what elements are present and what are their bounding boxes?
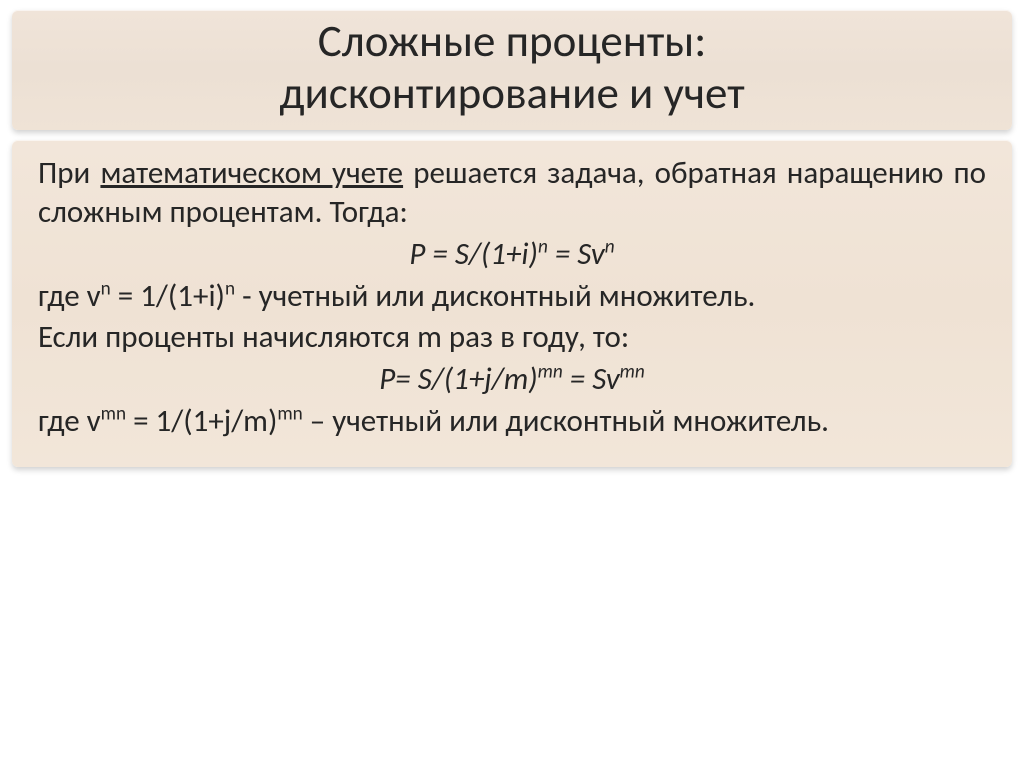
title-line-1: Сложные проценты:: [32, 16, 992, 68]
p4-sup2: mn: [277, 402, 302, 425]
formula-1: P = S/(1+i)n = Svn: [38, 235, 986, 275]
slide: Сложные проценты: дисконтирование и учет…: [0, 0, 1024, 767]
p4-a: где v: [38, 402, 101, 440]
f2-b: = Sv: [563, 360, 620, 398]
f2-a: P= S/(1+j/m): [379, 360, 537, 398]
f2-sup1: mn: [538, 361, 563, 384]
paragraph-4: где vmn = 1/(1+j/m)mn – учетный или диск…: [38, 402, 986, 442]
f2-sup2: mn: [620, 361, 645, 384]
paragraph-intro: При математическом учете решается задача…: [38, 154, 986, 233]
formula-2: P= S/(1+j/m)mn = Svmn: [38, 360, 986, 400]
p4-sup1: mn: [101, 402, 126, 425]
f1-b: = Sv: [548, 235, 605, 273]
title-block: Сложные проценты: дисконтирование и учет: [12, 10, 1012, 130]
f1-sup1: n: [538, 236, 548, 259]
p2-sup1: n: [101, 277, 111, 300]
body-block: При математическом учете решается задача…: [12, 140, 1012, 468]
p2-c: - учетный или дисконтный множитель.: [235, 277, 755, 315]
paragraph-3: Если проценты начисляются m раз в году, …: [38, 318, 986, 358]
paragraph-2: где vn = 1/(1+i)n - учетный или дисконтн…: [38, 277, 986, 317]
p1-pre: При: [38, 154, 100, 192]
p2-sup2: n: [225, 277, 235, 300]
f1-sup2: n: [605, 236, 615, 259]
p2-b: = 1/(1+i): [111, 277, 225, 315]
p2-a: где v: [38, 277, 101, 315]
title-line-2: дисконтирование и учет: [32, 68, 992, 120]
p4-b: = 1/(1+j/m): [126, 402, 277, 440]
p1-underline: математическом учете: [100, 154, 403, 192]
p4-c: – учетный или дисконтный множитель.: [303, 402, 829, 440]
f1-a: P = S/(1+i): [409, 235, 538, 273]
